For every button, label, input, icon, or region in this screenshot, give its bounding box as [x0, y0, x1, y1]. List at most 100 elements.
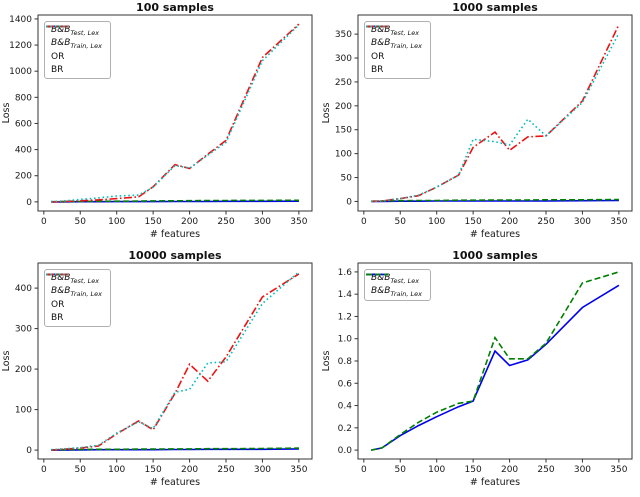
- x-tick-label: 200: [181, 217, 198, 227]
- legend-item-or: OR: [366, 25, 422, 62]
- x-tick-label: 50: [75, 217, 87, 227]
- y-tick-label: 1.0: [338, 335, 353, 345]
- y-tick-label: 150: [335, 126, 352, 136]
- y-tick-label: 1.4: [338, 290, 353, 300]
- plot-title: 1000 samples: [452, 249, 538, 262]
- x-tick-label: 200: [501, 217, 518, 227]
- plot-frame: [37, 14, 313, 212]
- x-tick-label: 250: [217, 465, 234, 475]
- y-tick-label: 400: [15, 146, 32, 156]
- series-line-bb-train-lex: [371, 198, 619, 202]
- legend-label: B&BTrain, Lex: [371, 285, 423, 298]
- x-tick-label: 350: [290, 217, 307, 227]
- legend: B&BTest, Lex B&BTrain, Lex OR BR: [44, 269, 112, 327]
- x-axis-label: # features: [150, 477, 200, 488]
- legend-line-sample: [366, 273, 388, 276]
- y-tick-label: 200: [15, 365, 32, 375]
- legend-item-bb-train-lex: B&BTrain, Lex: [366, 273, 423, 298]
- legend-label: OR: [51, 51, 65, 62]
- series-line-bb-train-lex: [51, 447, 299, 451]
- y-tick-label: 200: [15, 172, 32, 182]
- y-tick-label: 0: [26, 446, 32, 456]
- legend-item-br: BR: [46, 273, 102, 323]
- y-tick-label: 50: [341, 174, 353, 184]
- plot-title: 100 samples: [136, 1, 214, 14]
- legend-line-sample: [366, 25, 388, 28]
- subplot-1000-samples-bb: 1000 samples 0 50 100 150 200 250 300 350 0.0 0.2…: [320, 248, 640, 497]
- x-tick-label: 200: [181, 465, 198, 475]
- legend-label: B&BTest, Lex: [371, 272, 420, 285]
- legend-label: B&BTrain, Lex: [371, 37, 423, 50]
- legend-label: OR: [51, 299, 65, 310]
- x-tick-label: 50: [395, 465, 407, 475]
- legend-label: B&BTrain, Lex: [51, 285, 103, 298]
- legend-label: OR: [371, 51, 385, 62]
- x-tick-label: 0: [361, 217, 367, 227]
- x-axis-label: # features: [470, 477, 520, 488]
- legend-label-subscript: Test, Lex: [390, 276, 420, 285]
- legend-label: BR: [51, 64, 64, 75]
- x-tick-label: 100: [428, 465, 445, 475]
- y-tick-label: 0: [346, 197, 352, 207]
- x-tick-label: 150: [145, 465, 162, 475]
- plot-frame: [37, 262, 313, 460]
- x-tick-label: 150: [465, 217, 482, 227]
- y-tick-label: 800: [15, 93, 32, 103]
- y-tick-label: 0.2: [338, 424, 352, 434]
- x-axis-label: # features: [470, 229, 520, 240]
- y-tick-label: 1000: [9, 67, 32, 77]
- y-tick-label: 300: [15, 325, 32, 335]
- legend-item-bb-train-lex: B&BTrain, Lex: [46, 273, 103, 298]
- y-tick-label: 200: [335, 102, 352, 112]
- x-tick-label: 100: [108, 465, 125, 475]
- x-tick-label: 250: [537, 217, 554, 227]
- y-tick-label: 0.0: [338, 446, 353, 456]
- plot-title: 1000 samples: [452, 1, 538, 14]
- legend-line-sample: [46, 273, 68, 276]
- legend-label: BR: [51, 312, 64, 323]
- x-tick-label: 300: [254, 217, 271, 227]
- x-tick-label: 350: [290, 465, 307, 475]
- x-tick-label: 200: [501, 465, 518, 475]
- y-tick-label: 0.4: [338, 402, 353, 412]
- plot-frame: [357, 14, 633, 212]
- x-tick-label: 150: [145, 217, 162, 227]
- legend-line-sample: [46, 25, 68, 28]
- plot-canvas: 0 50 100 150 200 250 300 350 0 50 100 150 200 250 300 3…: [321, 14, 633, 240]
- x-tick-label: 350: [610, 217, 627, 227]
- x-axis-label: # features: [150, 229, 200, 240]
- x-tick-label: 250: [217, 217, 234, 227]
- x-tick-label: 350: [610, 465, 627, 475]
- y-axis-label: Loss: [1, 351, 12, 372]
- y-tick-label: 100: [15, 406, 32, 416]
- y-tick-label: 0.8: [338, 357, 353, 367]
- legend-item-bb-train-lex: B&BTrain, Lex: [46, 25, 103, 50]
- legend-item-bb-train-lex: B&BTrain, Lex: [366, 25, 423, 50]
- subplot-1000-samples: 1000 samples 0 50 100 150 200 250 300 350 0 50 100…: [320, 0, 640, 248]
- subplot-10000-samples: 10000 samples 0 50 100 150 200 250 300 350 0 100 2…: [0, 248, 320, 497]
- x-tick-label: 250: [537, 465, 554, 475]
- legend-label-subscript: Train, Lex: [70, 41, 103, 50]
- legend-item-br: BR: [366, 25, 422, 75]
- plot-title: 10000 samples: [128, 249, 222, 262]
- x-tick-label: 50: [75, 465, 87, 475]
- x-tick-label: 300: [574, 465, 591, 475]
- series-line-br: [371, 32, 620, 203]
- legend-item-or: OR: [46, 25, 102, 62]
- legend-label: B&BTrain, Lex: [51, 37, 103, 50]
- legend-label-subscript: Train, Lex: [390, 289, 423, 298]
- legend-label-subscript: Test, Lex: [390, 28, 420, 37]
- x-tick-label: 100: [108, 217, 125, 227]
- y-tick-label: 600: [15, 119, 32, 129]
- plot-canvas: 0 50 100 150 200 250 300 350 0.0 0.2 0.4 0.6 0.8 1.0 1…: [321, 262, 633, 488]
- legend-label-subscript: Train, Lex: [390, 41, 423, 50]
- y-axis-label: Loss: [321, 103, 332, 124]
- plot-canvas: 0 50 100 150 200 250 300 350 0 200 400 600 800 1000 12…: [1, 14, 313, 240]
- subplot-100-samples: 100 samples 0 50 100 150 200 250 300 350 0 200 400…: [0, 0, 320, 248]
- y-axis-label: Loss: [1, 103, 12, 124]
- y-tick-label: 100: [335, 150, 352, 160]
- legend: B&BTest, Lex B&BTrain, Lex OR BR: [364, 21, 432, 79]
- x-tick-label: 300: [574, 217, 591, 227]
- y-tick-label: 300: [335, 54, 352, 64]
- y-axis-label: Loss: [321, 351, 332, 372]
